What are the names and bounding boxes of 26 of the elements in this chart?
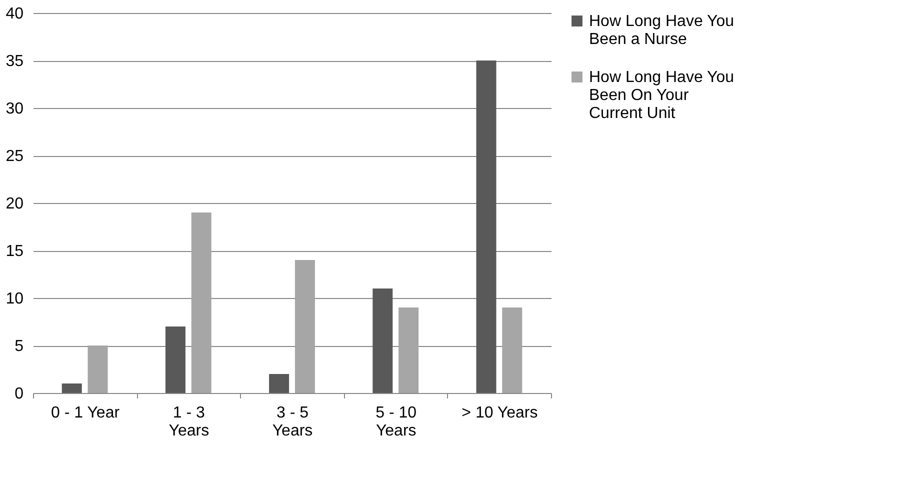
x-tick-label: 1 - 3 Years [168,404,210,440]
x-tick-label: 5 - 10 Years [376,404,417,440]
bar [269,374,290,393]
bar [502,308,522,393]
bar [476,60,496,393]
bar [294,260,315,393]
y-tick-label: 10 [6,290,24,308]
bar [398,308,419,393]
bar [88,346,108,393]
y-tick-label: 15 [6,243,24,260]
x-tick-label: 0 - 1 Year [51,404,120,422]
y-tick-label: 35 [6,53,24,70]
bar [62,384,82,393]
bar [372,288,393,393]
y-tick-label: 40 [6,6,24,22]
x-tick-label: 3 - 5 Years [272,404,313,440]
y-tick-label: 5 [14,338,24,355]
y-tick-label: 20 [6,196,24,212]
y-tick-label: 30 [6,100,24,118]
y-tick-label: 0 [14,386,24,402]
x-tick-label: > 10 Years [462,404,538,422]
legend-label: How Long Have You Been a Nurse [589,13,734,48]
legend-label: How Long Have You Been On Your Current Unit [589,69,734,122]
y-tick-label: 25 [6,148,24,165]
bar [191,212,212,393]
bar [165,326,186,393]
